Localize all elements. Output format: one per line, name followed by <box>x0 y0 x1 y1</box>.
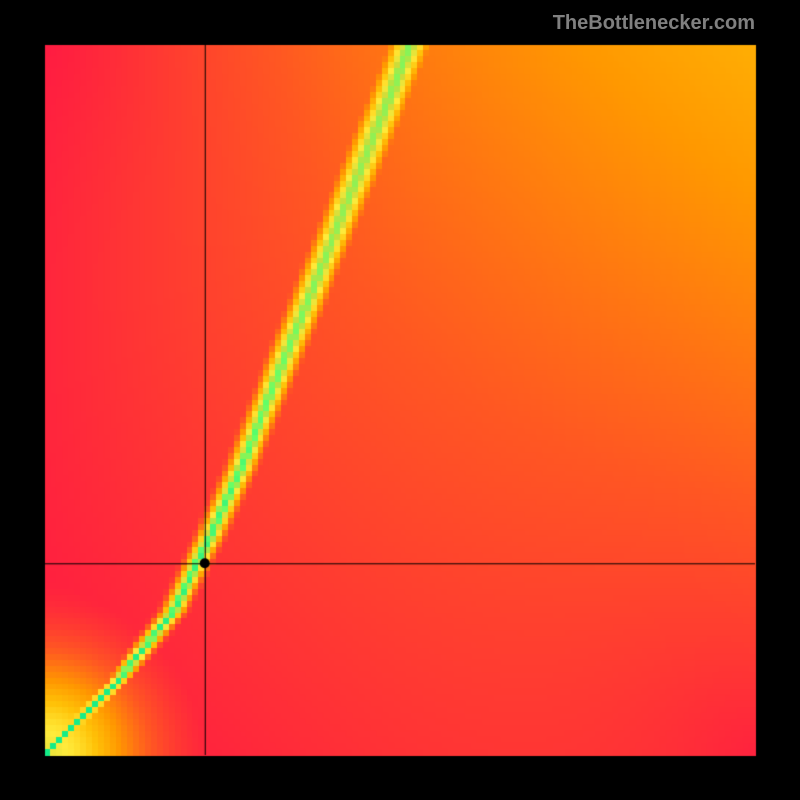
watermark-text: TheBottlenecker.com <box>553 12 755 35</box>
chart-container: TheBottlenecker.com <box>0 0 800 800</box>
heatmap-canvas <box>0 0 800 800</box>
